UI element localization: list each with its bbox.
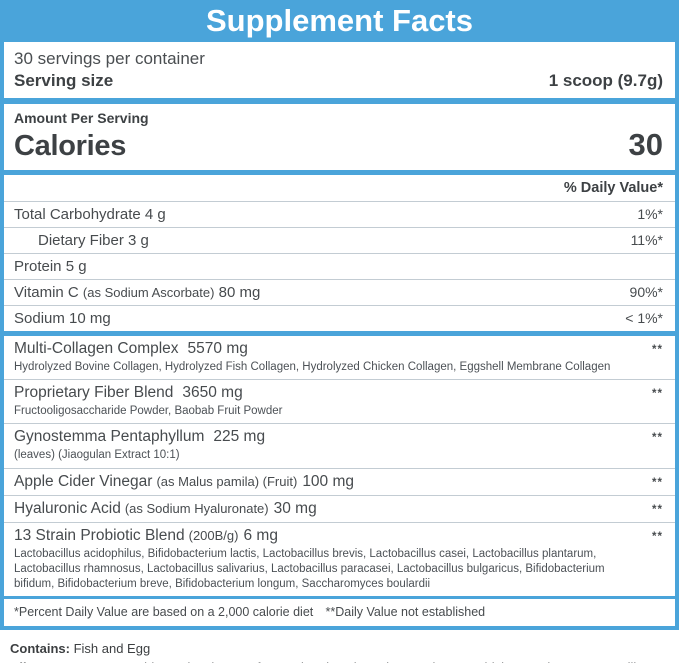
serving-size-row: Serving size 1 scoop (9.7g) [14, 71, 663, 91]
nutrient-name: Vitamin C (as Sodium Ascorbate) 80 mg [14, 284, 261, 301]
blend-amount: 225 mg [213, 428, 266, 446]
blend-amount: 100 mg [302, 472, 355, 490]
nutrient-row: Protein 5 g [4, 254, 675, 280]
servings-per-container: 30 servings per container [14, 49, 205, 68]
blend-name: Proprietary Fiber Blend [14, 384, 174, 402]
blend-name: Hyaluronic Acid [14, 499, 121, 517]
nutrient-name: Sodium 10 mg [14, 310, 111, 327]
footnotes: *Percent Daily Value are based on a 2,00… [4, 599, 675, 626]
facts-panel: 30 servings per container Serving size 1… [0, 42, 679, 631]
calories-row: Calories 30 [14, 127, 663, 163]
serving-size-label: Serving size [14, 71, 114, 90]
footnote-not-established: **Daily Value not established [325, 605, 486, 620]
nutrient-row: Total Carbohydrate 4 g 1%* [4, 202, 675, 228]
blend-name: Gynostemma Pentaphyllum [14, 428, 205, 446]
blend-amount: 30 mg [273, 499, 317, 517]
blend-detail: (200B/g) [188, 527, 239, 543]
blend-detail: (as Malus pamila) (Fruit) [156, 473, 298, 489]
blend-dv: ** [652, 476, 663, 489]
calories-label: Calories [14, 130, 127, 162]
nutrient-dv: 90%* [629, 284, 663, 300]
nutrient-row: Dietary Fiber 3 g 11%* [4, 228, 675, 254]
section-divider [4, 98, 675, 104]
serving-size-value: 1 scoop (9.7g) [548, 71, 663, 90]
nutrient-row: Sodium 10 mg < 1%* [4, 306, 675, 331]
blend-row: Multi-Collagen Complex 5570 mg ** Hydrol… [4, 336, 675, 381]
section-divider [4, 596, 675, 600]
blend-dv: ** [652, 530, 663, 543]
blend-name: 13 Strain Probiotic Blend [14, 526, 185, 544]
blend-amount: 3650 mg [182, 384, 243, 402]
blend-detail: (as Sodium Hyaluronate) [124, 500, 269, 516]
blend-amount: 6 mg [243, 526, 278, 544]
blend-row: Gynostemma Pentaphyllum 225 mg ** (leave… [4, 424, 675, 469]
blend-ingredients: Lactobacillus acidophilus, Bifidobacteri… [14, 547, 605, 590]
blend-row: Apple Cider Vinegar (as Malus pamila) (F… [4, 469, 675, 496]
label-title: Supplement Facts [0, 0, 679, 42]
nutrient-name: Protein 5 g [14, 258, 87, 275]
blend-dv: ** [652, 503, 663, 516]
blend-amount: 5570 mg [187, 340, 248, 357]
footnote-daily-value: *Percent Daily Value are based on a 2,00… [14, 605, 314, 620]
nutrient-row: Vitamin C (as Sodium Ascorbate) 80 mg 90… [4, 280, 675, 306]
section-divider [4, 170, 675, 175]
blend-ingredients: Hydrolyzed Bovine Collagen, Hydrolyzed F… [14, 361, 611, 373]
amount-per-serving-label: Amount Per Serving [14, 110, 149, 126]
contains-statement: Contains: Fish and Egg [10, 640, 667, 659]
allergen-value: This product is manufactured and package… [10, 660, 643, 663]
nutrient-name: Total Carbohydrate 4 g [14, 206, 166, 223]
section-divider [4, 331, 675, 336]
nutrient-dv: 1%* [637, 206, 663, 222]
blend-dv: ** [652, 432, 663, 445]
daily-value-header: % Daily Value* [4, 175, 675, 202]
allergen-statement: Allergen Statement: This product is manu… [10, 659, 667, 663]
allergen-label: Allergen Statement: [10, 660, 133, 663]
nutrient-dv: 11%* [630, 232, 663, 248]
blend-row: Proprietary Fiber Blend 3650 mg ** Fruct… [4, 380, 675, 425]
contains-value: Fish and Egg [73, 641, 151, 657]
calories-section: Amount Per Serving Calories 30 [4, 104, 675, 170]
contains-label: Contains: [10, 641, 70, 657]
calories-value: 30 [628, 127, 663, 162]
blend-dv: ** [652, 388, 663, 401]
blend-ingredients: Fructooligosaccharide Powder, Baobab Fru… [14, 405, 283, 418]
nutrient-dv: < 1%* [625, 310, 663, 326]
serving-section: 30 servings per container Serving size 1… [4, 42, 675, 98]
blend-name: Multi-Collagen Complex [14, 340, 179, 357]
blend-name: Apple Cider Vinegar [14, 472, 153, 490]
bottom-notes: Contains: Fish and Egg Allergen Statemen… [0, 630, 679, 663]
nutrient-name: Dietary Fiber 3 g [38, 232, 149, 249]
blend-dv: ** [652, 344, 663, 356]
blend-ingredients: (leaves) (Jiaogulan Extract 10:1) [14, 449, 180, 462]
blend-row: 13 Strain Probiotic Blend (200B/g) 6 mg … [4, 523, 675, 597]
blend-row: Hyaluronic Acid (as Sodium Hyaluronate) … [4, 496, 675, 523]
